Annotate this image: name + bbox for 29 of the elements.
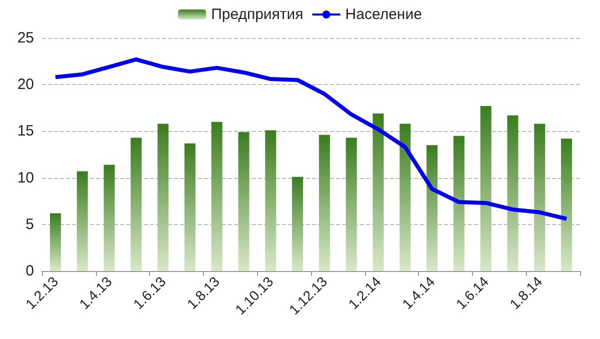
- y-tick-label: 20: [17, 76, 34, 94]
- bar: [130, 138, 142, 271]
- bar: [211, 122, 222, 271]
- bar: [561, 138, 572, 271]
- bar: [400, 124, 411, 271]
- legend-label: Население: [345, 6, 422, 23]
- bar: [265, 130, 276, 271]
- y-tick-label: 15: [17, 122, 34, 140]
- bar: [426, 145, 438, 271]
- bar: [104, 164, 115, 271]
- bar: [76, 171, 88, 271]
- bar: [238, 132, 250, 271]
- y-tick-label: 10: [17, 169, 34, 186]
- bar: [50, 213, 61, 271]
- bar: [453, 136, 464, 271]
- bar: [184, 143, 196, 271]
- bar: [534, 124, 546, 271]
- y-tick-label: 25: [17, 30, 34, 46]
- legend-label: Предприятия: [211, 6, 304, 23]
- bar: [372, 113, 384, 271]
- y-tick-label: 0: [26, 262, 34, 280]
- bar: [346, 138, 357, 271]
- bar: [318, 134, 330, 271]
- bar: [507, 115, 518, 271]
- bar: [158, 124, 169, 271]
- bar: [480, 106, 492, 271]
- y-tick-label: 5: [26, 216, 34, 233]
- bar: [292, 176, 304, 271]
- line-series: [53, 57, 569, 221]
